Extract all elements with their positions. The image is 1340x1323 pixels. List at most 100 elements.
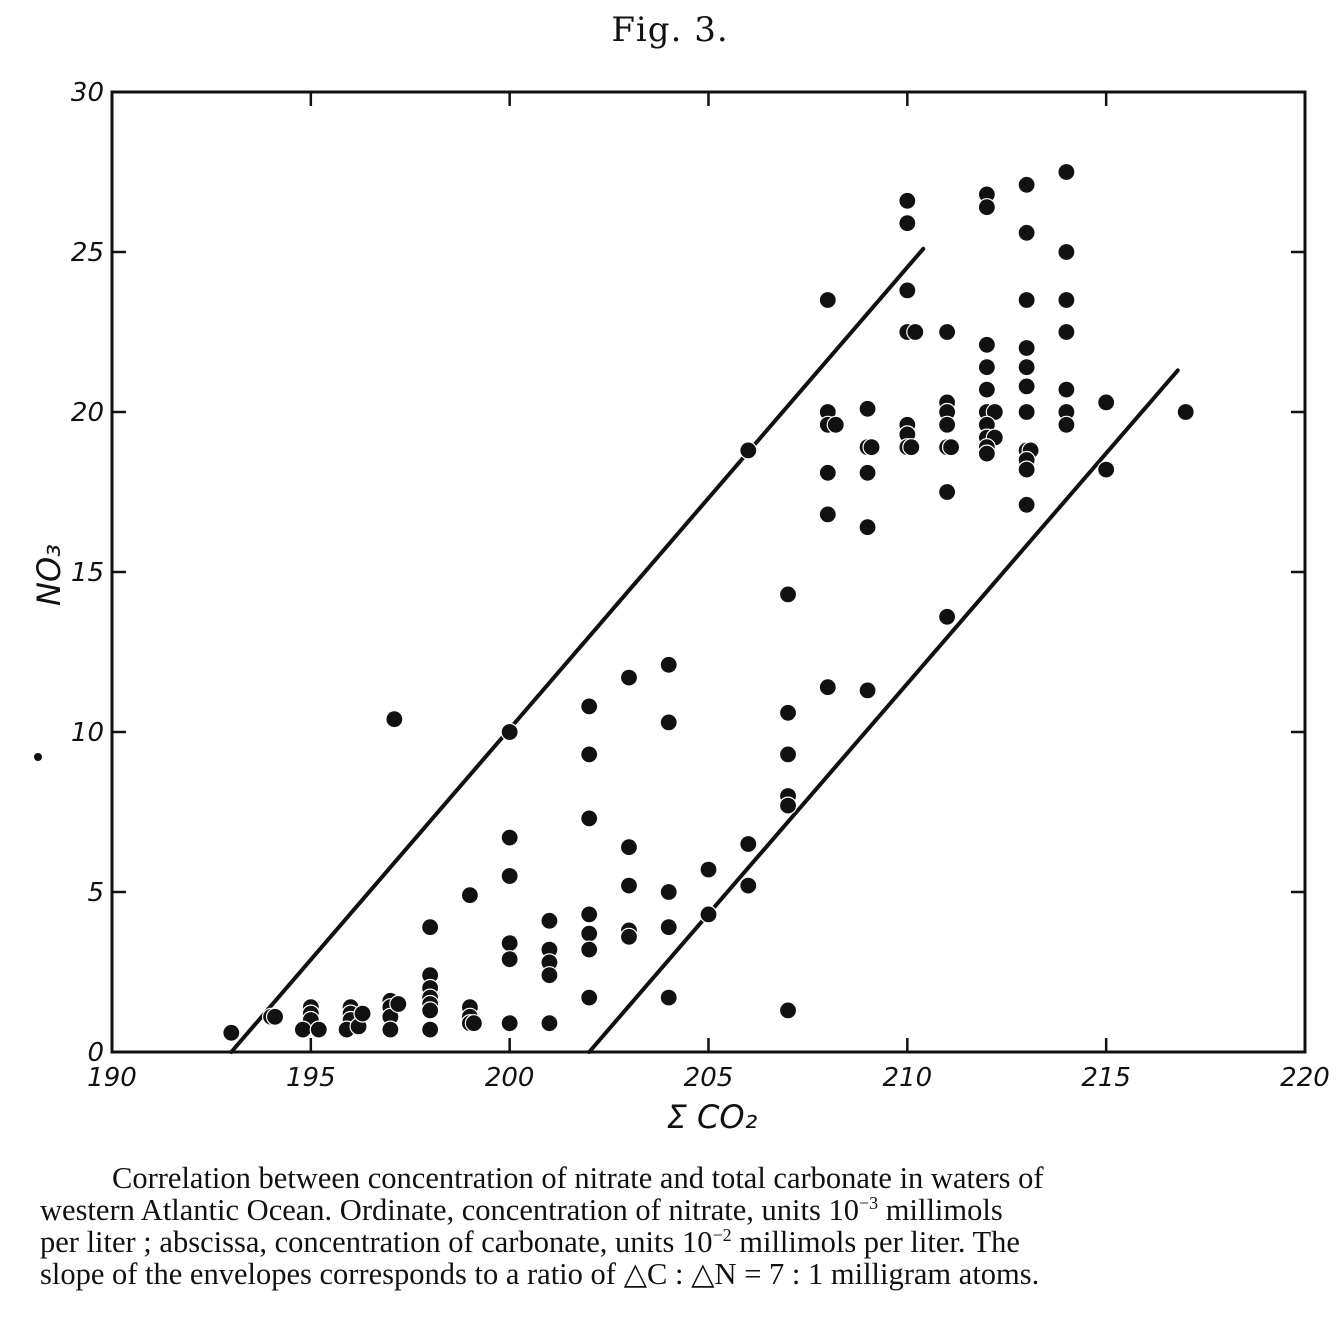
x-tick-label: 220: [1280, 1063, 1330, 1093]
y-axis-title: NO₃: [30, 544, 68, 606]
data-point: [222, 1023, 241, 1042]
data-point: [858, 681, 877, 700]
axis-tick-labels: 190 195 200 205 210 215 220 0 5 10 15 20 25 30: [71, 78, 1330, 1093]
data-point: [778, 796, 798, 815]
data-point: [977, 380, 996, 399]
data-point: [540, 1014, 559, 1033]
y-tick-label: 20: [71, 398, 104, 428]
envelope-line: [229, 246, 926, 1054]
x-tick-label: 210: [883, 1063, 933, 1093]
data-point: [898, 281, 917, 300]
data-point: [941, 438, 961, 457]
data-point: [977, 358, 996, 377]
data-point: [739, 834, 758, 854]
data-point: [937, 322, 957, 342]
data-point: [381, 1020, 400, 1039]
envelope-lines: [229, 246, 1180, 1054]
data-point: [353, 1004, 372, 1023]
x-tick-label: 195: [286, 1063, 336, 1093]
data-point: [1057, 162, 1076, 182]
data-point: [902, 438, 921, 457]
data-point: [385, 710, 404, 729]
data-point: [460, 886, 479, 905]
data-point: [580, 905, 599, 924]
data-point: [500, 866, 519, 886]
data-point: [464, 1014, 483, 1033]
caption-line-4: slope of the envelopes corresponds to a …: [40, 1257, 1040, 1291]
data-point: [389, 994, 408, 1014]
data-point: [1057, 380, 1076, 399]
data-point: [500, 828, 519, 847]
data-point: [1097, 460, 1116, 479]
axis-ticks: [110, 90, 1307, 1054]
data-point: [421, 1001, 440, 1020]
data-point: [818, 290, 837, 310]
data-point: [580, 697, 599, 716]
data-point: [699, 860, 718, 879]
data-point: [265, 1007, 285, 1026]
data-point: [699, 905, 718, 924]
data-point: [778, 745, 798, 764]
data-point: [421, 1020, 440, 1039]
data-point: [1097, 393, 1116, 412]
data-point: [500, 722, 519, 742]
x-axis-title: Σ CO₂: [667, 1098, 758, 1136]
data-point: [659, 882, 678, 902]
data-point: [619, 668, 639, 687]
data-point: [818, 505, 837, 524]
data-point: [778, 1001, 798, 1020]
data-point: [898, 191, 917, 210]
y-tick-label: 15: [71, 558, 104, 588]
data-point: [619, 838, 639, 857]
data-point: [778, 585, 798, 604]
data-point: [580, 924, 599, 943]
data-point: [1057, 290, 1076, 310]
data-point: [309, 1020, 328, 1039]
data-point: [1017, 223, 1036, 242]
data-point: [500, 934, 519, 953]
data-point: [977, 444, 996, 463]
data-point: [580, 988, 599, 1007]
data-point: [818, 678, 837, 697]
data-point: [858, 518, 877, 537]
data-point: [580, 809, 599, 828]
y-tick-label: 5: [87, 878, 104, 908]
data-point: [1017, 358, 1036, 377]
data-point: [1017, 377, 1036, 396]
data-point: [1017, 460, 1036, 479]
data-point: [619, 927, 639, 946]
data-point: [937, 607, 957, 626]
data-point: [500, 950, 519, 969]
data-point: [826, 415, 845, 434]
data-point: [1017, 175, 1036, 194]
data-point: [937, 482, 957, 502]
data-point: [580, 940, 599, 959]
data-point: [937, 415, 957, 434]
data-point: [421, 918, 440, 937]
y-tick-label: 0: [87, 1038, 104, 1068]
caption-line-3: per liter ; abscissa, concentration of c…: [40, 1224, 1020, 1259]
data-point: [580, 745, 599, 764]
data-point: [739, 876, 758, 895]
data-point: [906, 322, 925, 342]
figure-caption: Correlation between concentration of nit…: [40, 1162, 1325, 1290]
y-tick-label: 10: [71, 718, 104, 748]
y-tick-label: 30: [71, 78, 104, 108]
x-tick-label: 190: [87, 1063, 137, 1093]
data-point: [818, 463, 837, 482]
data-point: [977, 198, 996, 217]
data-point: [540, 911, 559, 930]
data-point: [659, 655, 678, 674]
envelope-line: [587, 368, 1180, 1054]
x-tick-label: 215: [1081, 1063, 1131, 1093]
data-point: [862, 438, 881, 457]
data-point: [659, 988, 678, 1007]
data-point: [1176, 402, 1195, 422]
data-point: [1017, 402, 1036, 422]
data-point: [778, 703, 798, 722]
data-point: [1057, 322, 1076, 342]
data-point: [858, 399, 877, 418]
data-point: [1017, 495, 1036, 514]
caption-line-1: Correlation between concentration of nit…: [112, 1161, 1044, 1195]
